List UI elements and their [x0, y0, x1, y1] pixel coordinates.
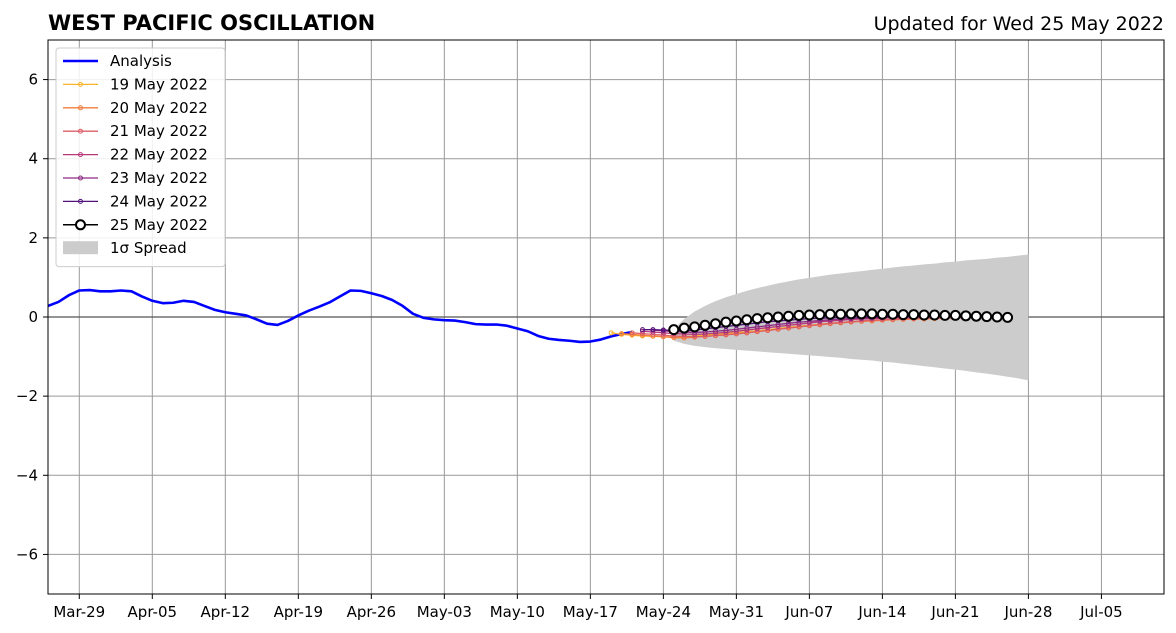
y-tick-label: 2 — [28, 229, 38, 247]
forecast-point — [629, 331, 635, 337]
latest-forecast-point — [772, 311, 784, 323]
legend-box — [55, 47, 226, 268]
forecast-point — [775, 326, 781, 332]
latest-forecast-point — [929, 309, 941, 321]
legend-swatch-marker — [75, 219, 86, 231]
legend-swatch-marker — [78, 105, 83, 111]
latest-forecast-point — [981, 311, 993, 323]
x-tick-label: May-03 — [417, 603, 472, 621]
legend-label: 25 May 2022 — [110, 216, 208, 234]
legend-label: 23 May 2022 — [110, 169, 208, 187]
forecast-point — [744, 330, 750, 336]
x-tick-label: May-31 — [709, 603, 764, 621]
y-tick-label: 4 — [28, 150, 38, 168]
forecast-point — [660, 327, 666, 333]
latest-forecast-point — [793, 309, 805, 321]
latest-forecast-point — [668, 324, 680, 336]
latest-forecast-point — [949, 309, 961, 321]
latest-forecast-point — [699, 319, 711, 331]
legend-swatch-marker — [78, 128, 83, 134]
x-tick-label: May-17 — [563, 603, 618, 621]
forecast-point — [796, 324, 802, 330]
y-tick-label: −4 — [16, 466, 38, 484]
x-tick-label: Apr-12 — [201, 603, 251, 621]
x-tick-label: May-10 — [490, 603, 545, 621]
legend-label: 20 May 2022 — [110, 99, 208, 117]
forecast-point — [619, 331, 625, 337]
latest-forecast-point — [876, 308, 888, 320]
y-tick-label: 0 — [28, 308, 38, 326]
legend-label: 22 May 2022 — [110, 146, 208, 164]
forecast-point — [765, 327, 771, 333]
legend-swatch-marker — [78, 152, 83, 158]
latest-forecast-point — [887, 308, 899, 320]
forecast-point — [629, 330, 635, 336]
latest-forecast-point — [741, 314, 753, 326]
legend-label: 19 May 2022 — [110, 75, 208, 93]
y-tick-label: 6 — [28, 71, 38, 89]
x-tick-label: May-24 — [636, 603, 691, 621]
latest-forecast-point — [866, 308, 878, 320]
x-tick-label: Jun-28 — [1003, 603, 1052, 621]
latest-forecast-point — [762, 312, 774, 324]
x-tick-label: Jun-21 — [930, 603, 979, 621]
latest-forecast-point — [803, 309, 815, 321]
latest-forecast-point — [897, 309, 909, 321]
legend-swatch-marker — [78, 198, 83, 204]
latest-forecast-point — [689, 321, 701, 333]
latest-forecast-point — [918, 309, 930, 321]
legend-label: 24 May 2022 — [110, 192, 208, 210]
legend-label: 1σ Spread — [110, 239, 187, 257]
legend: Analysis 19 May 2022 20 May 2022 21 May 202… — [55, 47, 226, 268]
latest-forecast-point — [751, 313, 763, 325]
latest-forecast-point — [783, 310, 795, 322]
forecast-point — [640, 327, 646, 333]
latest-forecast-point — [960, 310, 972, 322]
latest-forecast-point — [908, 309, 920, 321]
latest-forecast-point — [991, 311, 1003, 323]
chart-title: WEST PACIFIC OSCILLATION — [48, 11, 375, 35]
forecast-point — [650, 327, 656, 333]
x-axis: Mar-29 Apr-05 Apr-12 Apr-19 Apr-26 May-03 May-… — [53, 594, 1123, 621]
latest-forecast-point — [814, 309, 826, 321]
y-axis: −6 −4 −2 0 2 4 6 — [16, 71, 48, 563]
legend-label: Analysis — [110, 52, 172, 70]
latest-forecast-point — [939, 309, 951, 321]
latest-forecast-point — [835, 308, 847, 320]
x-tick-label: Jun-07 — [784, 603, 833, 621]
forecast-point — [733, 331, 739, 337]
latest-forecast-point — [824, 308, 836, 320]
forecast-point — [608, 330, 614, 336]
legend-swatch-spread — [63, 241, 98, 255]
latest-forecast-point — [1002, 311, 1014, 323]
x-tick-label: Apr-26 — [347, 603, 397, 621]
x-tick-label: Jul-05 — [1079, 603, 1123, 621]
x-tick-label: Apr-19 — [274, 603, 324, 621]
y-tick-label: −2 — [16, 387, 38, 405]
analysis-line — [47, 288, 633, 344]
x-tick-label: Mar-29 — [53, 603, 105, 621]
x-tick-label: Apr-05 — [128, 603, 178, 621]
forecast-point — [754, 329, 760, 335]
latest-forecast-point — [720, 316, 732, 328]
latest-forecast-point — [710, 318, 722, 330]
plot-area — [47, 39, 1165, 595]
latest-forecast-point — [678, 322, 690, 334]
chart-subtitle: Updated for Wed 25 May 2022 — [874, 13, 1164, 35]
forecast-point — [786, 325, 792, 331]
y-tick-label: −6 — [16, 545, 38, 563]
x-tick-label: Jun-14 — [857, 603, 906, 621]
legend-swatch-marker — [78, 175, 83, 181]
latest-forecast-point — [970, 310, 982, 322]
latest-forecast-point — [856, 308, 868, 320]
latest-forecast-point — [845, 308, 857, 320]
latest-forecast-point — [730, 315, 742, 327]
legend-swatch-marker — [78, 81, 83, 87]
legend-label: 21 May 2022 — [110, 122, 208, 140]
